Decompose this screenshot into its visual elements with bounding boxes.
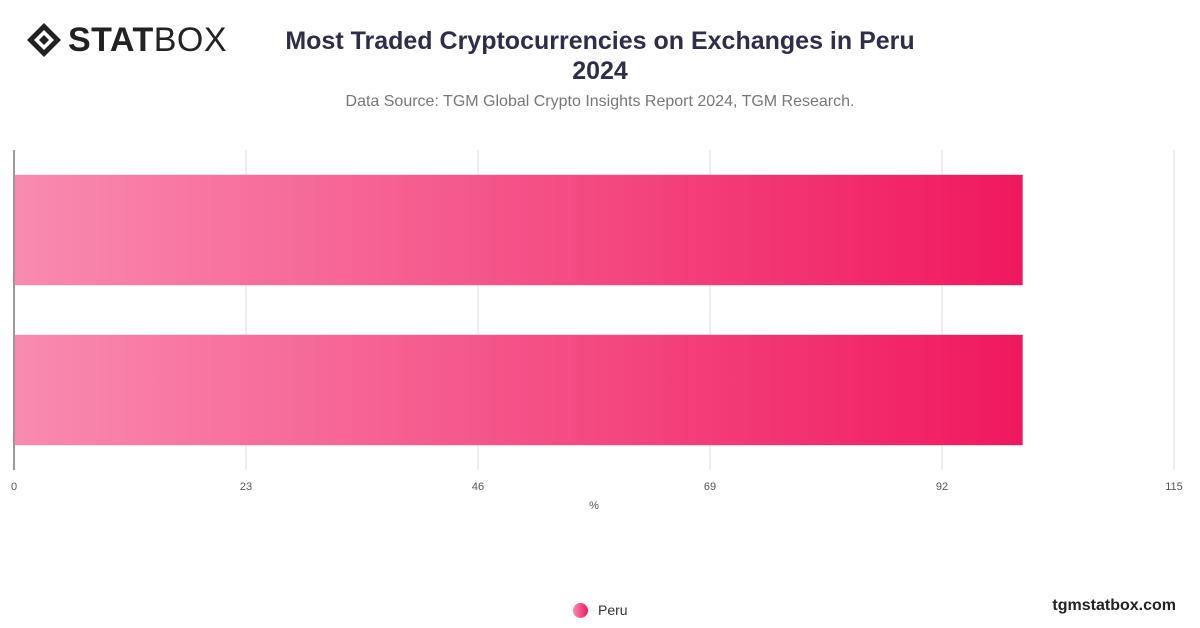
logo-wordmark: STATBOX [68, 21, 228, 59]
chart-title-line2: 2024 [572, 57, 628, 85]
bar-2[interactable] [15, 334, 1023, 446]
chart-title: Most Traded Cryptocurrencies on Exchange… [250, 26, 950, 86]
statbox-logo: STATBOX [26, 22, 227, 58]
legend-label: Peru [598, 602, 628, 618]
bar-1[interactable] [15, 174, 1023, 286]
x-tick-label: 23 [240, 481, 252, 493]
footer-url[interactable]: tgmstatbox.com [1052, 597, 1176, 614]
bars [15, 174, 1023, 446]
x-tick-label: 92 [936, 481, 948, 493]
x-axis-label: % [589, 500, 599, 512]
legend[interactable]: Peru [573, 602, 628, 618]
x-tick-label: 69 [704, 481, 716, 493]
x-tick-label: 46 [472, 481, 484, 493]
chart-subtitle: Data Source: TGM Global Crypto Insights … [345, 93, 855, 110]
legend-swatch [573, 602, 588, 618]
statbox-diamond-icon [27, 23, 61, 57]
x-tick-label: 115 [1165, 481, 1183, 493]
x-tick-label: 0 [11, 481, 17, 493]
x-axis: 0 23 46 69 92 115% [11, 150, 1183, 512]
chart-title-line1: Most Traded Cryptocurrencies on Exchange… [285, 27, 915, 55]
